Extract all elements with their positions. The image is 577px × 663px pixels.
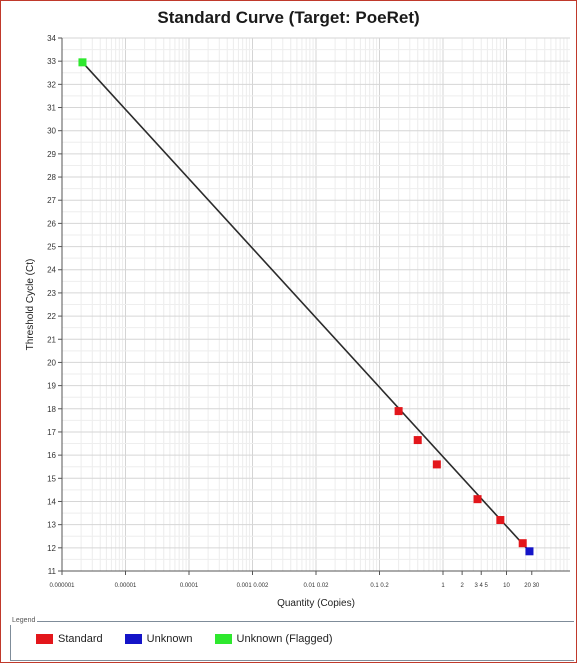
- y-tick-label: 27: [47, 196, 56, 205]
- data-point-standard: [432, 460, 441, 469]
- x-tick-label: 20 30: [524, 583, 540, 589]
- y-tick-label: 28: [47, 173, 56, 182]
- legend-item-standard: Standard: [36, 633, 103, 645]
- legend: Standard Unknown Unknown (Flagged): [36, 633, 333, 645]
- y-tick-label: 22: [47, 312, 56, 321]
- x-tick-label: 0.001 0.002: [237, 583, 269, 589]
- data-point-standard: [496, 516, 505, 525]
- legend-item-unknown: Unknown: [124, 633, 193, 645]
- y-tick-label: 15: [47, 474, 56, 483]
- y-tick-label: 14: [47, 497, 56, 506]
- y-tick-label: 18: [47, 405, 56, 414]
- legend-swatch-standard: [36, 634, 53, 644]
- y-tick-label: 26: [47, 219, 56, 228]
- y-tick-label: 33: [47, 57, 56, 66]
- standard-curve-line: [81, 61, 531, 552]
- y-tick-label: 17: [47, 428, 56, 437]
- y-axis-title: Threshold Cycle (Ct): [25, 259, 36, 351]
- chart-title: Standard Curve (Target: PoeRet): [157, 8, 420, 27]
- y-tick-label: 31: [47, 104, 56, 113]
- x-tick-label: 0.000001: [49, 583, 75, 589]
- y-tick-label: 25: [47, 243, 56, 252]
- data-point-standard: [413, 436, 422, 445]
- y-tick-label: 29: [47, 150, 56, 159]
- x-tick-label: 2: [460, 583, 464, 589]
- legend-label-unknown: Unknown: [146, 633, 193, 645]
- data-point-standard: [473, 495, 482, 504]
- legend-swatch-unknown-flagged: [214, 634, 232, 644]
- y-tick-label: 11: [48, 567, 57, 576]
- y-tick-label: 19: [47, 382, 56, 391]
- y-tick-label: 21: [47, 335, 56, 344]
- x-tick-label: 0.00001: [115, 583, 137, 589]
- data-point-standard: [518, 539, 527, 548]
- x-tick-label: 0.01 0.02: [303, 583, 329, 589]
- x-tick-label: 10: [503, 583, 510, 589]
- y-tick-label: 12: [47, 544, 56, 553]
- data-point-standard: [394, 407, 403, 416]
- legend-box: [10, 621, 574, 661]
- legend-swatch-unknown: [124, 634, 142, 644]
- x-axis-title: Quantity (Copies): [277, 598, 355, 609]
- legend-item-unknown-flagged: Unknown (Flagged): [214, 633, 333, 645]
- legend-label-unknown-flagged: Unknown (Flagged): [236, 633, 333, 645]
- x-tick-label: 0.0001: [180, 583, 199, 589]
- x-tick-label: 3 4 5: [475, 583, 489, 589]
- y-tick-label: 16: [47, 451, 56, 460]
- y-tick-label: 32: [47, 80, 56, 89]
- data-point-unknown-flagged: [78, 58, 87, 67]
- y-tick-label: 34: [47, 34, 56, 43]
- y-tick-label: 20: [47, 358, 56, 367]
- y-tick-label: 23: [47, 289, 56, 298]
- data-point-unknown: [525, 547, 534, 556]
- y-tick-label: 30: [47, 127, 56, 136]
- x-tick-label: 1: [441, 583, 445, 589]
- legend-label-standard: Standard: [58, 633, 103, 645]
- y-tick-label: 13: [47, 521, 56, 530]
- legend-title: Legend: [10, 617, 38, 625]
- x-tick-label: 0.1 0.2: [370, 583, 389, 589]
- y-tick-label: 24: [47, 266, 56, 275]
